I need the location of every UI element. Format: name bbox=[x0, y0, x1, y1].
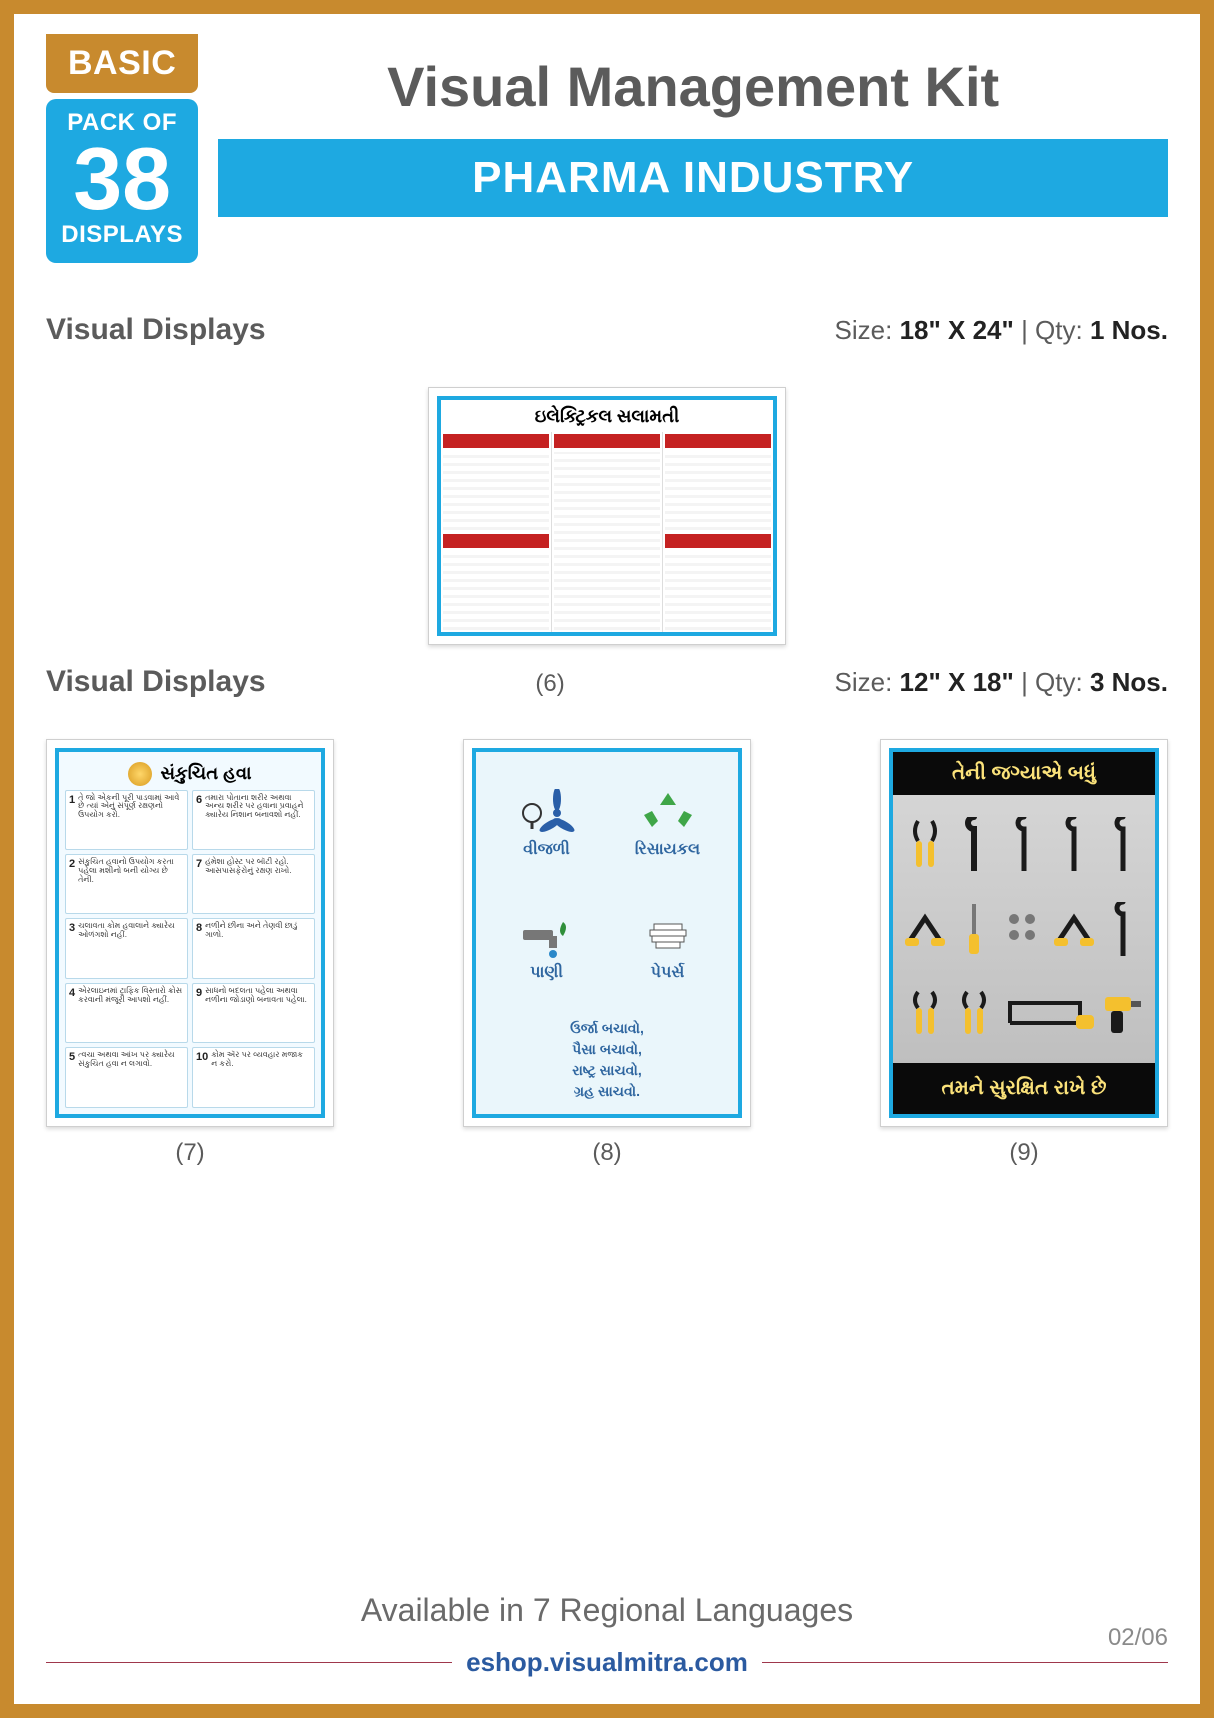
basic-badge: BASIC bbox=[46, 34, 198, 93]
label-papers: પેપર્સ bbox=[651, 964, 685, 982]
pliers-icon bbox=[957, 990, 991, 1036]
available-languages: Available in 7 Regional Languages bbox=[46, 1592, 1168, 1629]
label-water: પાણી bbox=[530, 964, 563, 982]
section1-meta: Size: 18" X 24" | Qty: 1 Nos. bbox=[835, 315, 1168, 346]
poster6-title: ઇલેક્ટ્રિકલ સલામતી bbox=[441, 400, 773, 432]
page-number: 02/06 bbox=[1108, 1624, 1168, 1652]
poster9-top: તેની જગ્યાએ બધું bbox=[893, 752, 1155, 795]
poster8-lines: ઉર્જા બચાવો, પૈસા બચાવો, રાષ્ટ્ર સાચવો, … bbox=[486, 1012, 728, 1104]
card8-number: (8) bbox=[592, 1139, 621, 1167]
label-recycle: રિસાયકલ bbox=[635, 841, 700, 859]
display-card-6: ઇલેક્ટ્રિકલ સલામતી bbox=[428, 387, 786, 645]
label-electricity: વીજળી bbox=[523, 841, 570, 859]
section2-heading: Visual Displays bbox=[46, 665, 266, 699]
clamp-icon bbox=[905, 912, 945, 946]
card7-number: (7) bbox=[175, 1139, 204, 1167]
bits-icon bbox=[1004, 909, 1044, 949]
clamp-icon bbox=[1054, 912, 1094, 946]
website-url: eshop.visualmitra.com bbox=[452, 1647, 762, 1678]
wrench-icon bbox=[1065, 817, 1083, 871]
section2-meta: Size: 12" X 18" | Qty: 3 Nos. bbox=[835, 667, 1168, 698]
hacksaw-icon bbox=[1004, 993, 1094, 1033]
recycle-icon bbox=[642, 789, 694, 837]
tap-icon bbox=[519, 916, 575, 960]
pack-badge: PACK OF 38 DISPLAYS bbox=[46, 99, 198, 263]
wrench-icon bbox=[1114, 902, 1132, 956]
displays-label: DISPLAYS bbox=[60, 221, 184, 249]
pliers-icon bbox=[908, 990, 942, 1036]
poster7-grid: 1તે જો એકની પૂરી પાડવામાં આવે છે ત્યાં એ… bbox=[65, 790, 315, 1108]
pack-count: 38 bbox=[60, 137, 184, 221]
wrench-icon bbox=[1114, 817, 1132, 871]
drill-icon bbox=[1105, 991, 1141, 1035]
pliers-icon bbox=[908, 819, 942, 869]
tools-grid bbox=[893, 795, 1155, 1063]
screwdriver-icon bbox=[969, 904, 979, 954]
card6-number: (6) bbox=[535, 670, 564, 698]
page-title: Visual Management Kit bbox=[218, 54, 1168, 119]
display-card-7: સંકુચિત હવા 1તે જો એકની પૂરી પાડવામાં આવ… bbox=[46, 739, 334, 1127]
medal-icon bbox=[128, 762, 152, 786]
page-subtitle: PHARMA INDUSTRY bbox=[218, 139, 1168, 217]
display-card-9: તેની જગ્યાએ બધું bbox=[880, 739, 1168, 1127]
wrench-icon bbox=[965, 817, 983, 871]
display-card-8: વીજળી રિસાયકલ પાણી bbox=[463, 739, 751, 1127]
poster7-title: સંકુચિત હવા bbox=[160, 763, 251, 784]
section1-heading: Visual Displays bbox=[46, 313, 266, 347]
papers-icon bbox=[644, 916, 692, 960]
bulb-fan-icon bbox=[517, 789, 577, 837]
wrench-icon bbox=[1015, 817, 1033, 871]
card9-number: (9) bbox=[1009, 1139, 1038, 1167]
poster9-bottom: તમને સુરક્ષિત રાખે છે bbox=[893, 1063, 1155, 1114]
